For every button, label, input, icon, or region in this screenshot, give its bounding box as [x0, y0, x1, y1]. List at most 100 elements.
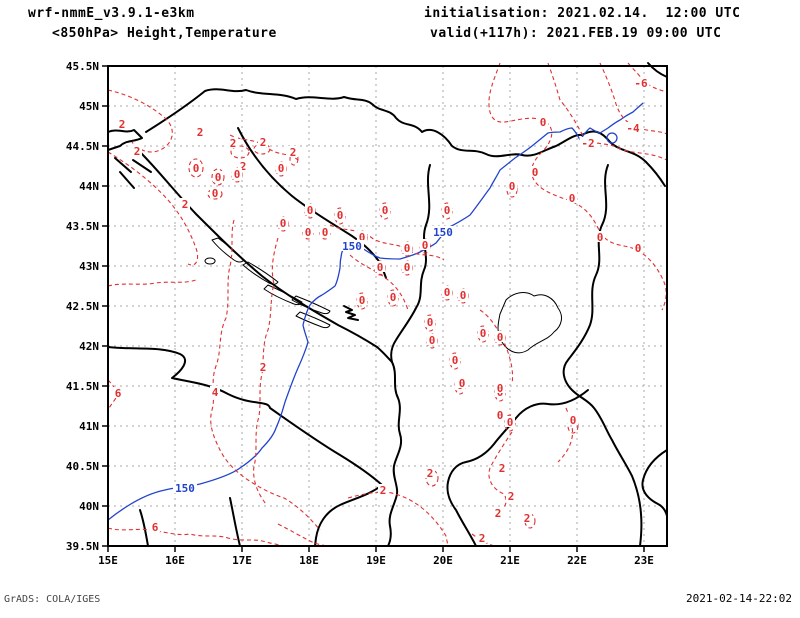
contour-label-mask [378, 484, 388, 495]
height-contour-closed-loop [606, 132, 618, 144]
contour-label-2: 2 [134, 145, 141, 158]
lon-tick-label: 15E [98, 554, 118, 567]
coast-dalmatia [139, 151, 393, 363]
lat-tick-label: 45N [79, 100, 99, 113]
contour-label-6: 6 [152, 521, 159, 534]
contour-label-2: 2 [240, 160, 247, 173]
contour-label-0: 0 [278, 162, 285, 175]
contour-label-mask [113, 387, 123, 398]
contour-label-mask [497, 462, 507, 473]
island-rab [132, 159, 152, 173]
contour-label-mask [210, 386, 220, 397]
border-macedonia-greece [446, 389, 589, 547]
contour-label-0: 0 [359, 294, 366, 307]
border-kosovo [497, 292, 562, 354]
contour-label-mask [427, 334, 437, 345]
contour-label-mask [477, 532, 487, 543]
contour-label-mask [195, 126, 205, 137]
bay-of-kotor [343, 305, 359, 321]
contour-label-mask [303, 226, 313, 237]
contour-label-0: 0 [382, 204, 389, 217]
contour-label-6: 6 [115, 387, 122, 400]
level-title: <850hPa> Height,Temperature [52, 26, 277, 41]
temp-closed-loops [188, 143, 579, 529]
temp-2-south-hook [488, 431, 513, 515]
coast-albania [387, 361, 403, 547]
lat-tick-label: 40.5N [66, 460, 99, 473]
contour-label-0: 0 [404, 261, 411, 274]
contour-label-mask [595, 231, 605, 242]
contour-label-0: 0 [193, 162, 200, 175]
contour-label-mask [132, 145, 142, 156]
lat-tick-label: 43N [79, 260, 99, 273]
contour-label-0: 0 [497, 409, 504, 422]
contour-label-150: 150 [342, 240, 362, 253]
lat-tick-label: 43.5N [66, 220, 99, 233]
contour-label-2: 2 [499, 462, 506, 475]
lat-tick-label: 41.5N [66, 380, 99, 393]
contour-label-0: 0 [569, 192, 576, 205]
contour-label-mask [522, 512, 532, 523]
contour-label-mask [493, 507, 503, 518]
contour-label-mask [538, 116, 548, 127]
contour-label-mask [478, 327, 488, 338]
contour-label-mask [335, 209, 345, 220]
island-krk [114, 157, 132, 173]
lon-tick-label: 16E [165, 554, 185, 567]
contour-label-0: 0 [532, 166, 539, 179]
contour-label-mask [117, 118, 127, 129]
contour-label-2: 2 [197, 126, 204, 139]
contour-label-mask [288, 146, 298, 157]
lon-tick-label: 17E [232, 554, 252, 567]
contour-label-mask [150, 521, 160, 532]
contour-label-0: 0 [635, 242, 642, 255]
contour-label-mask [173, 482, 197, 493]
temp-squiggle-center-b [349, 254, 409, 311]
contour-label-0: 0 [460, 289, 467, 302]
contour-label--6: -6 [634, 77, 648, 90]
temp-bottom-extension [277, 523, 333, 547]
lon-tick-label: 20E [433, 554, 453, 567]
contour-label-0: 0 [507, 416, 514, 429]
initialisation-line: initialisation: 2021.02.14. 12:00 UTC [424, 6, 741, 21]
contour-label--4: -4 [626, 122, 640, 135]
island-cres [119, 171, 135, 189]
contour-label-150: 150 [175, 482, 195, 495]
contour-label-mask [320, 226, 330, 237]
contour-label-0: 0 [452, 354, 459, 367]
contour-label-mask [530, 166, 540, 177]
contour-label-mask [579, 137, 597, 148]
contour-label-0: 0 [497, 382, 504, 395]
island-group-1 [211, 237, 245, 263]
contour-label-mask [375, 261, 385, 272]
temp-minus6-corner [627, 62, 668, 93]
lon-tick-label: 22E [567, 554, 587, 567]
contour-label-150: 150 [433, 226, 453, 239]
contour-label-2: 2 [119, 118, 126, 131]
contour-label-0: 0 [390, 291, 397, 304]
contour-label-mask [442, 204, 452, 215]
lon-tick-label: 19E [366, 554, 386, 567]
contour-label-mask [450, 354, 460, 365]
contour-label-mask [210, 187, 220, 198]
contour-label-0: 0 [444, 286, 451, 299]
border-drina [390, 164, 431, 363]
contour-label-mask [388, 291, 398, 302]
contour-label-mask [420, 239, 430, 250]
contour-label-0: 0 [337, 209, 344, 222]
contour-label-0: 0 [234, 168, 241, 181]
lat-tick-label: 39.5N [66, 540, 99, 553]
contour-label-mask [633, 242, 643, 253]
contour-label-mask [238, 160, 248, 171]
contour-label--2: -2 [581, 137, 594, 150]
contour-label-mask [258, 136, 268, 147]
contour-label-mask [457, 377, 467, 388]
lat-tick-label: 45.5N [66, 60, 99, 73]
contour-label-mask [278, 217, 288, 228]
model-title: wrf-nmmE_v3.9.1-e3km [28, 6, 195, 21]
contour-label-mask [505, 416, 515, 427]
contour-label-mask [624, 122, 642, 133]
contour-label-2: 2 [479, 532, 486, 545]
